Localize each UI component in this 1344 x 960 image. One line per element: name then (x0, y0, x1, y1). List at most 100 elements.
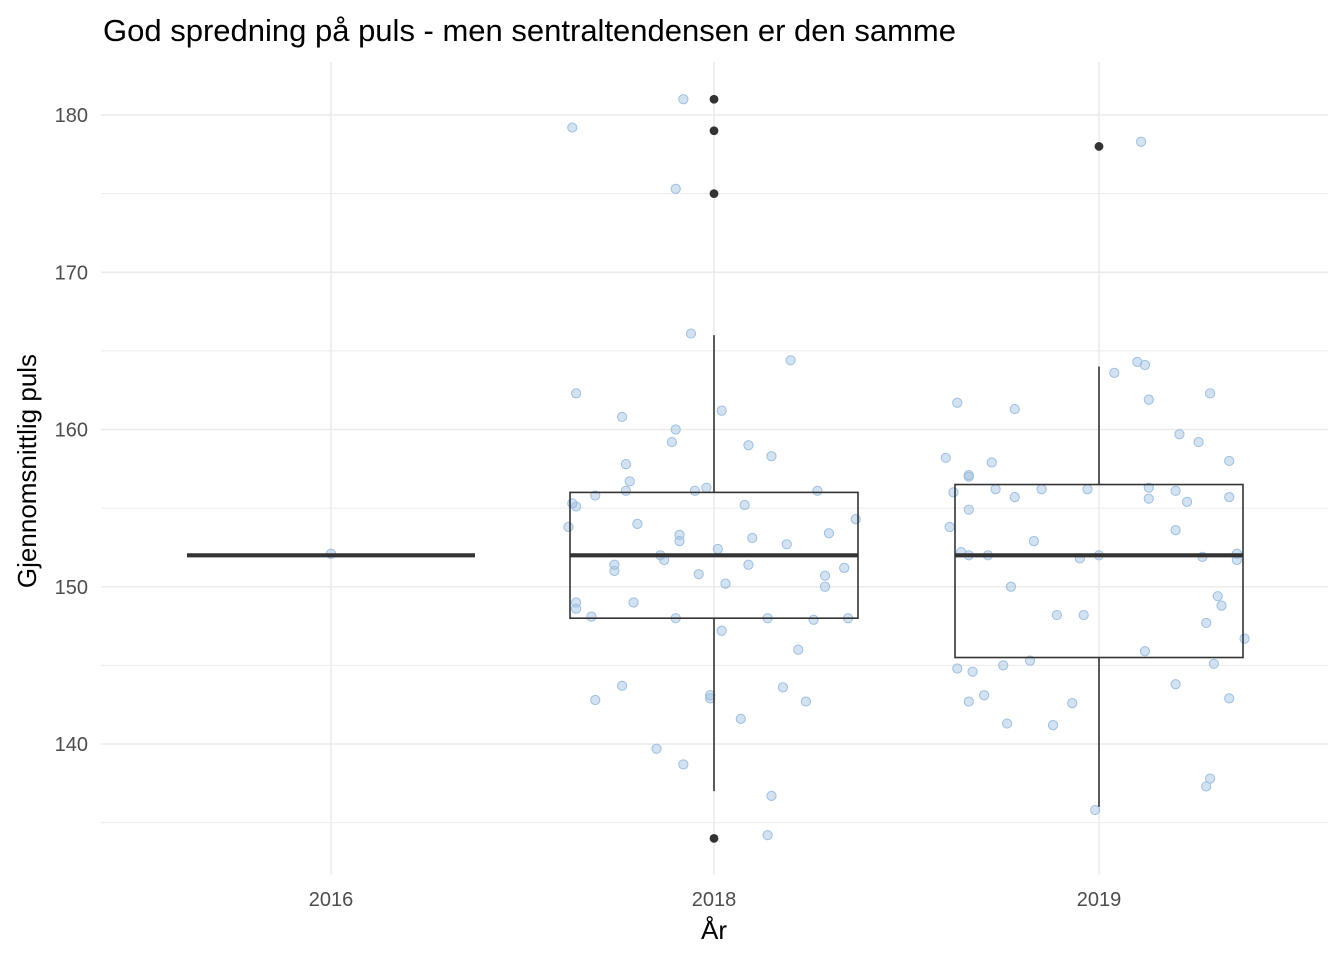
y-axis-ticks: 140 150 160 170 180 (55, 105, 88, 756)
jitter-point (1170, 679, 1181, 690)
y-tick-label: 180 (55, 105, 88, 127)
jitter-point (1067, 698, 1078, 709)
jitter-point (628, 597, 639, 608)
jitter-point (571, 603, 582, 614)
box (954, 483, 1244, 659)
jitter-point (823, 528, 835, 539)
jitter-point (777, 682, 789, 693)
y-axis-title: Gjennomsnittlig puls (12, 354, 42, 588)
jitter-point (1212, 591, 1223, 602)
outlier-point (1094, 142, 1104, 151)
x-axis-ticks: 2016 2018 2019 (309, 889, 1122, 911)
jitter-point (1090, 804, 1101, 816)
jitter-point (944, 521, 955, 533)
jitter-point (1193, 436, 1204, 448)
jitter-point (1201, 781, 1212, 792)
jitter-point (1001, 718, 1013, 729)
jitter-point (819, 581, 831, 592)
jitter-point (1139, 646, 1151, 657)
outlier-point (709, 126, 719, 136)
jitter-point (952, 663, 963, 674)
jitter-point (781, 539, 792, 550)
jitter-point (716, 405, 727, 416)
jitter-point (685, 328, 697, 339)
jitter-point (666, 436, 677, 448)
jitter-point (616, 680, 628, 691)
jitter-point (986, 457, 997, 468)
jitter-point (590, 490, 601, 501)
jitter-point (590, 694, 601, 706)
jitter-point (567, 122, 578, 133)
jitter-point (701, 482, 712, 493)
jitter-point (1170, 525, 1181, 536)
jitter-point (1136, 136, 1147, 147)
jitter-point (743, 559, 754, 570)
jitter-point (963, 696, 974, 707)
jitter-point (1224, 492, 1235, 503)
jitter-point (1224, 693, 1235, 704)
jitter-point (1047, 720, 1059, 731)
jitter-point (1009, 492, 1020, 503)
x-axis-title: År (701, 915, 727, 945)
jitter-point (1051, 609, 1062, 621)
outlier-point (709, 94, 719, 104)
jitter-point (1204, 388, 1216, 399)
jitter-point (967, 666, 978, 677)
y-tick-label: 160 (55, 420, 88, 442)
jitter-point (1181, 496, 1193, 507)
x-tick-label: 2018 (692, 889, 737, 911)
jitter-point (624, 476, 635, 487)
jitter-point (1024, 655, 1036, 666)
x-tick-label: 2016 (309, 889, 354, 911)
jitter-point (766, 451, 777, 462)
jitter-point (747, 532, 758, 544)
jitter-point (1139, 359, 1151, 371)
jitter-point (735, 713, 746, 724)
jitter-point (940, 452, 951, 463)
jitter-point (743, 440, 754, 451)
outlier-point (709, 833, 719, 843)
jitter-point (632, 518, 643, 529)
outlier-point (709, 189, 719, 199)
jitter-point (716, 625, 727, 636)
jitter-point (670, 424, 681, 435)
jitter-point (674, 536, 685, 547)
jitter-point (616, 411, 628, 423)
jitter-point (979, 690, 990, 701)
jitter-point (1005, 581, 1017, 592)
jitter-point (998, 660, 1009, 671)
jitter-point (678, 94, 689, 105)
jitter-point (670, 183, 681, 195)
boxplot-2019 (954, 142, 1244, 807)
chart-title: God spredning på puls - men sentraltende… (103, 13, 956, 48)
jitter-point (800, 696, 812, 707)
jitter-point (785, 355, 796, 366)
x-tick-label: 2019 (1077, 889, 1122, 911)
jitter-point (1109, 367, 1120, 378)
jitter-point (1208, 658, 1220, 669)
jitter-point (1028, 536, 1039, 547)
jitter-point (762, 830, 773, 841)
jitter-point (819, 570, 831, 581)
jitter-point (678, 759, 689, 770)
jitter-point (1201, 617, 1212, 629)
jitter-point (720, 578, 731, 589)
jitter-point (839, 562, 850, 573)
jitter-point (1009, 403, 1020, 415)
jitter-point (739, 499, 750, 511)
jitter-point (1143, 394, 1154, 405)
jitter-point (1216, 600, 1227, 611)
jitter-point (693, 569, 704, 580)
jitter-point (963, 504, 974, 515)
jitter-point (651, 743, 662, 754)
jitter-point (571, 388, 582, 399)
jitter-point (766, 790, 777, 801)
jitter-point (1174, 429, 1185, 440)
boxplots (187, 94, 1244, 843)
jitter-point (1143, 482, 1154, 493)
jitter-point (609, 565, 620, 577)
jitter-points (325, 94, 1250, 841)
boxplot-2018 (569, 94, 859, 843)
jitter-point (1224, 455, 1235, 467)
